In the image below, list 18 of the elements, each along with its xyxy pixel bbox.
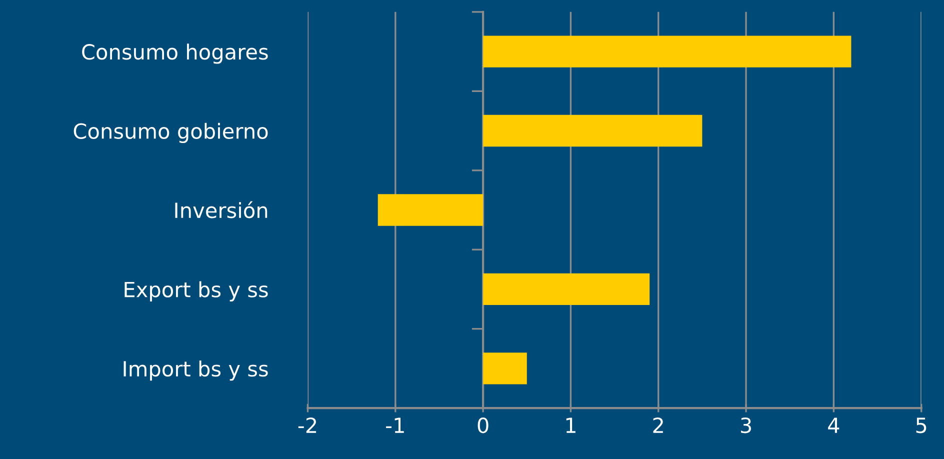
y-tick-label: Consumo gobierno: [74, 122, 268, 144]
bar: [483, 114, 702, 147]
x-tick-label: 3: [740, 417, 751, 434]
bar: [483, 352, 527, 384]
x-tick-label: -1: [386, 418, 404, 433]
y-tick-label: Import bs y ss: [124, 360, 268, 381]
y-tick-label: Export bs y ss: [124, 281, 268, 302]
x-tick-label: 4: [828, 418, 840, 433]
x-tick-label: -2: [298, 417, 316, 433]
y-tick-label: Consumo hogares: [82, 44, 268, 64]
y-tick-label: Inversión: [175, 201, 268, 218]
bar: [483, 273, 650, 306]
bar: [378, 194, 484, 226]
x-tick-label: 1: [566, 418, 576, 433]
x-tick-label: 5: [916, 418, 926, 434]
bar: [483, 36, 852, 68]
x-tick-label: 2: [653, 417, 663, 433]
x-tick-label: 0: [478, 417, 488, 434]
